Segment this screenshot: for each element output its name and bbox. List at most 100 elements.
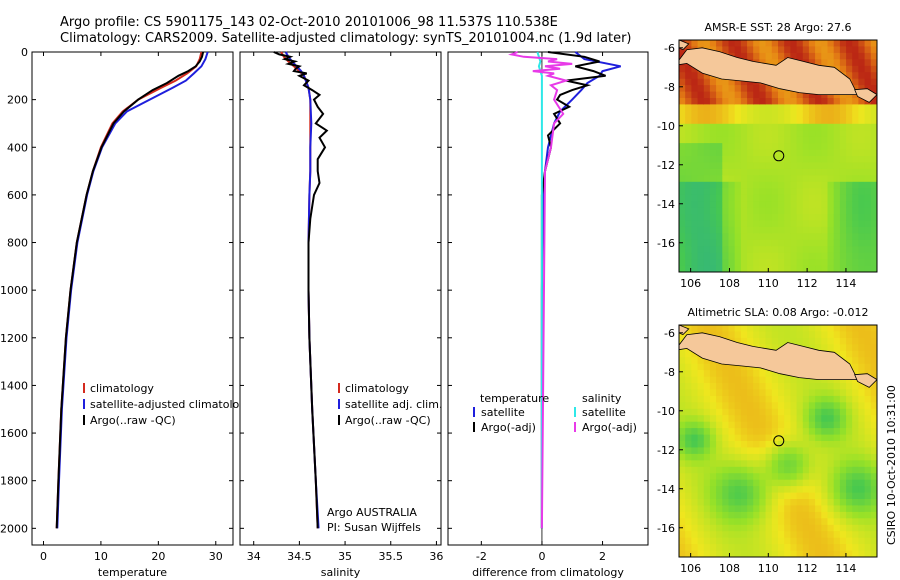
map-cell xyxy=(753,460,760,468)
map-cell xyxy=(709,207,717,215)
map-cell xyxy=(778,421,785,429)
map-cell xyxy=(852,110,859,118)
map-cell xyxy=(846,492,853,500)
y-tick-label: 200 xyxy=(7,94,28,107)
map-cell xyxy=(833,252,841,260)
map-cell xyxy=(808,181,816,189)
map-cell xyxy=(703,383,711,390)
map-cell xyxy=(709,252,717,260)
map-cell xyxy=(846,175,853,183)
map-cell xyxy=(759,550,767,557)
map-cell xyxy=(722,252,730,260)
map-cell xyxy=(765,168,773,176)
map-cell xyxy=(747,162,754,170)
map-cell xyxy=(697,370,705,378)
map-cell xyxy=(796,136,804,144)
map-cell xyxy=(716,156,723,163)
map-cell xyxy=(691,85,699,93)
map-cell xyxy=(784,473,791,481)
map-cell xyxy=(839,168,847,176)
map-cell xyxy=(697,453,705,461)
map-cell xyxy=(846,524,853,532)
map-cell xyxy=(852,239,859,247)
map-cell xyxy=(722,518,730,526)
map-cell xyxy=(709,149,717,157)
map-cell xyxy=(808,239,816,247)
map-cell xyxy=(802,415,810,423)
map-cell xyxy=(839,486,847,494)
map-cell xyxy=(734,188,742,196)
map-cell xyxy=(778,537,785,545)
map-cell xyxy=(790,505,798,513)
map-cell xyxy=(716,492,723,500)
map-cell xyxy=(821,453,829,461)
map-cell xyxy=(796,201,804,209)
map-cell xyxy=(815,544,822,552)
map-cell xyxy=(839,207,847,215)
map-cell xyxy=(846,544,853,552)
map-cell xyxy=(740,505,748,513)
map-cell xyxy=(790,499,798,506)
map-cell xyxy=(852,226,859,234)
map-cell xyxy=(790,524,798,532)
map-cell xyxy=(759,428,767,436)
map-cell xyxy=(790,194,798,202)
map-cell xyxy=(846,149,853,157)
map-cell xyxy=(858,325,866,332)
map-cell xyxy=(716,537,723,545)
map-cell xyxy=(815,175,822,183)
map-cell xyxy=(679,441,686,448)
map-cell xyxy=(740,214,748,221)
map-cell xyxy=(771,415,779,423)
map-cell xyxy=(796,175,804,183)
map-cell xyxy=(833,226,841,234)
map-cell xyxy=(734,383,742,390)
map-cell xyxy=(802,421,810,429)
map-cell xyxy=(771,531,779,539)
map-cell xyxy=(679,252,686,260)
map-cell xyxy=(703,421,711,429)
map-cell xyxy=(802,162,810,170)
map-cell xyxy=(679,220,686,228)
map-cell xyxy=(796,479,804,487)
map-cell xyxy=(821,460,829,468)
map-cell xyxy=(679,233,686,241)
map-cell xyxy=(864,428,872,436)
map-cell xyxy=(846,550,853,557)
map-cell xyxy=(771,46,779,54)
map-cell xyxy=(765,505,773,513)
map-cell xyxy=(747,104,754,112)
map-cell xyxy=(864,466,872,474)
map-cell xyxy=(833,466,841,474)
map-cell xyxy=(864,246,872,254)
map-cell xyxy=(870,104,877,112)
map-cell xyxy=(734,117,742,125)
map-cell xyxy=(802,239,810,247)
map-cell xyxy=(852,98,859,105)
map-cell xyxy=(815,344,822,352)
map-cell xyxy=(709,246,717,254)
map-cell xyxy=(778,117,785,125)
map-cell xyxy=(703,259,711,267)
map-cell xyxy=(790,220,798,228)
map-cell xyxy=(709,78,717,86)
map-cell xyxy=(821,473,829,481)
map-cell xyxy=(790,550,798,557)
map-cell xyxy=(839,259,847,267)
map-cell xyxy=(827,175,835,183)
map-cell xyxy=(796,531,804,539)
map-cell xyxy=(691,143,699,151)
map-cell xyxy=(858,344,866,352)
map-cell xyxy=(821,226,829,234)
map-cell xyxy=(697,492,705,500)
map-cell xyxy=(679,389,686,397)
map-cell xyxy=(691,383,699,390)
map-cell xyxy=(759,389,767,397)
map-cell xyxy=(685,265,692,272)
map-cell xyxy=(790,421,798,429)
map-cell xyxy=(846,389,853,397)
map-cell xyxy=(790,181,798,189)
map-cell xyxy=(796,52,804,60)
map-y-tick-label: -16 xyxy=(657,237,675,250)
map-cell xyxy=(771,265,779,272)
